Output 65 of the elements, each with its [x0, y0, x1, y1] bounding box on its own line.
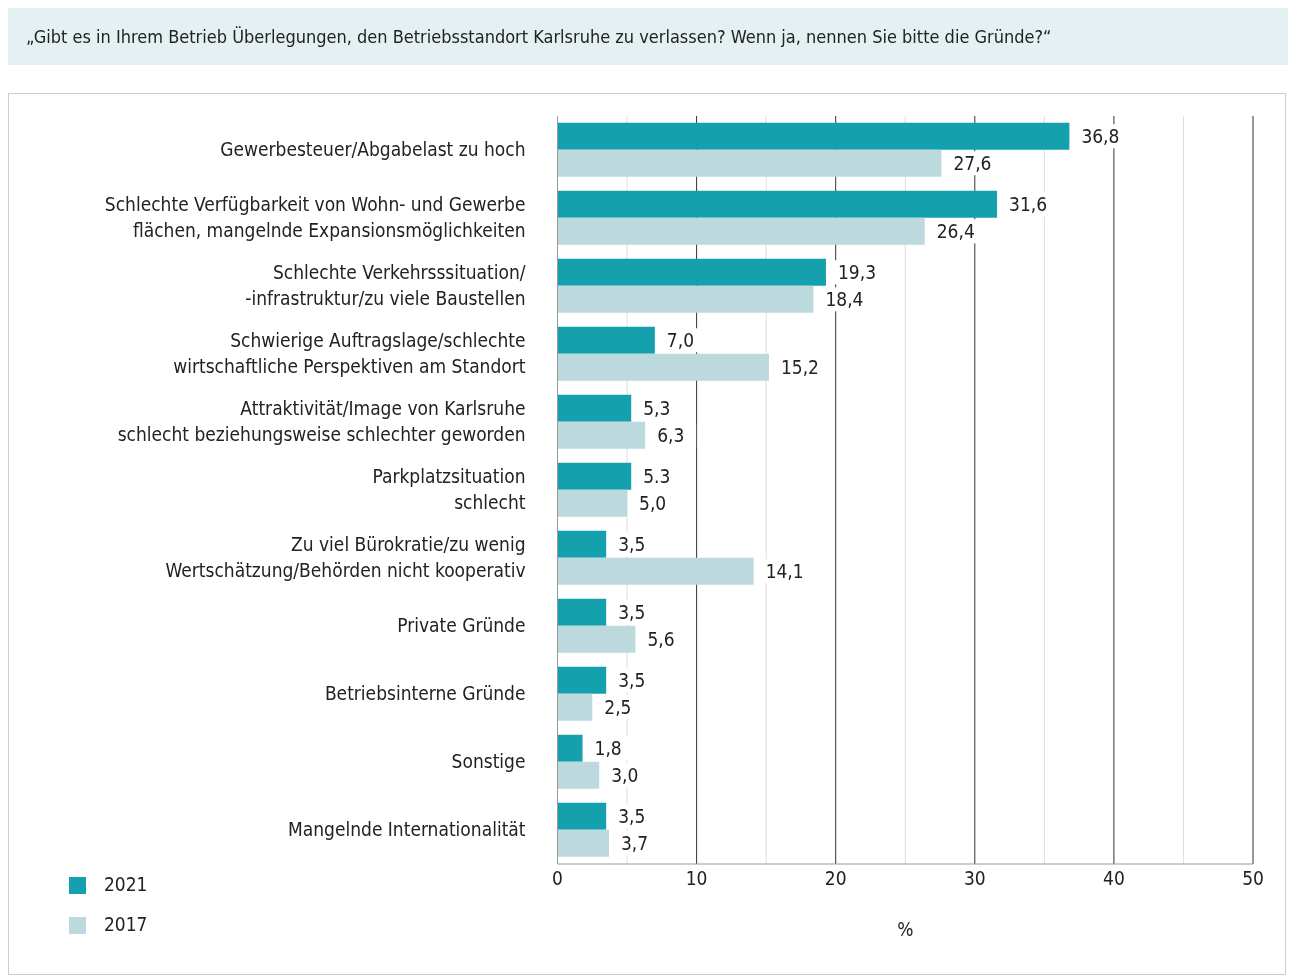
data-label: 15,2 [780, 355, 819, 378]
x-tick-label: 50 [1242, 867, 1264, 890]
data-label: 3,5 [618, 600, 646, 623]
data-label: 3,7 [620, 831, 649, 854]
data-label: 3,0 [611, 763, 639, 786]
bar [557, 761, 600, 789]
bar [557, 326, 655, 354]
data-label: 6,3 [657, 423, 685, 446]
data-label: 3,5 [618, 668, 646, 691]
data-label: 2,5 [604, 695, 632, 718]
data-label: 26,4 [936, 219, 975, 242]
data-label: 5.3 [643, 464, 671, 487]
chart-title: „Gibt es in Ihrem Betrieb Überlegungen, den Betriebsstandort Karlsruhe zu verlassen? Wenn ja, nennen Sie bitte die Gründe?“ [8, 8, 1288, 65]
legend-label: 2021 [104, 873, 148, 895]
data-label: 5,3 [643, 396, 671, 419]
bar [557, 489, 628, 517]
data-label: 3,5 [618, 532, 646, 555]
data-label: 36,8 [1081, 124, 1120, 147]
data-label: 19,3 [837, 260, 877, 283]
x-axis-title: % [897, 918, 914, 940]
bar [557, 122, 1070, 150]
y-tick-label: Mangelnde Internationalität [288, 817, 526, 840]
data-label: 18,4 [825, 287, 864, 310]
x-tick-label: 40 [1103, 867, 1125, 890]
bar [557, 829, 609, 857]
y-tick-label: Schlechte Verfügbarkeit von Wohn- und Gewerbe flächen, mangelnde Expansionsmöglichkeiten [104, 192, 526, 241]
data-label: 5,6 [647, 627, 675, 650]
x-tick-label: 0 [552, 867, 563, 890]
bar [557, 557, 754, 585]
bar [557, 802, 607, 830]
y-tick-label: Gewerbesteuer/Abgabelast zu hoch [220, 137, 526, 160]
data-label: 27,6 [953, 151, 992, 174]
bar [557, 462, 632, 490]
bar [557, 421, 646, 449]
y-tick-label: Parkplatzsituation schlecht [372, 464, 526, 513]
y-tick-label: Schlechte Verkehrsssituation/ -infrastruktur/zu viele Baustellen [245, 260, 526, 309]
bar [557, 217, 925, 245]
y-tick-label: Sonstige [451, 749, 526, 772]
bar [557, 598, 607, 626]
x-tick-label: 30 [963, 867, 986, 890]
data-label: 14,1 [765, 559, 804, 582]
y-tick-label: Schwierige Auftragslage/schlechte wirtschaftliche Perspektiven am Standort [173, 328, 526, 377]
y-tick-label: Private Gründe [397, 613, 526, 636]
bar [557, 285, 814, 313]
bar [557, 149, 942, 177]
data-label: 1,8 [594, 736, 622, 759]
bar [557, 693, 593, 721]
x-tick-label: 20 [824, 867, 847, 890]
bar [557, 258, 826, 286]
bar [557, 530, 607, 558]
legend-label: 2017 [104, 913, 148, 935]
data-label: 31,6 [1009, 192, 1048, 215]
bar [557, 666, 607, 694]
bar [557, 353, 769, 381]
bar [557, 625, 636, 653]
y-tick-label: Attraktivität/Image von Karlsruhe schlecht beziehungsweise schlechter geworden [117, 396, 526, 445]
data-label: 3,5 [618, 804, 646, 827]
bar [557, 394, 632, 422]
bar [557, 190, 998, 218]
data-label: 7,0 [666, 328, 695, 351]
x-tick-label: 10 [685, 867, 708, 890]
bar [557, 734, 583, 762]
y-tick-label: Zu viel Bürokratie/zu wenig Wertschätzung/Behörden nicht kooperativ [165, 532, 526, 581]
y-tick-label: Betriebsinterne Gründe [324, 681, 526, 704]
data-label: 5,0 [639, 491, 667, 514]
